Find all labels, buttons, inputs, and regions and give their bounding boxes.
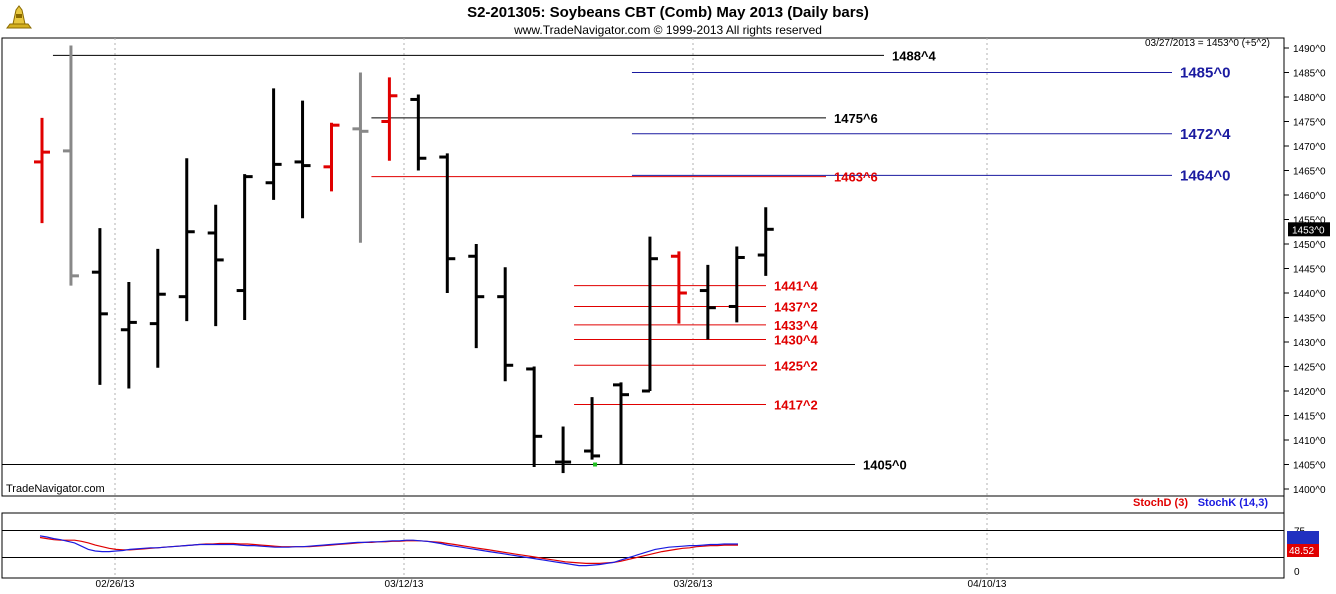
price-tick-label: 1450^0 [1293, 240, 1326, 251]
price-axis: 1400^0 1405^0 1410^0 1415^0 1420^0 1425^0 1430… [1284, 44, 1330, 496]
level-label: 1472^4 [1180, 126, 1231, 143]
stochk-legend: StochK (14,3) [1198, 497, 1269, 509]
date-axis: 02/26/13 03/12/13 03/26/13 04/10/13 [96, 579, 1007, 590]
watermark-text: TradeNavigator.com [6, 483, 105, 495]
level-label: 1417^2 [774, 397, 818, 412]
price-tick-label: 1445^0 [1293, 265, 1326, 276]
last-quote-text: 03/27/2013 = 1453^0 (+5^2) [1145, 38, 1270, 49]
price-tick-label: 1420^0 [1293, 387, 1326, 398]
chart-title: S2-201305: Soybeans CBT (Comb) May 2013 … [467, 4, 869, 21]
level-label: 1475^6 [834, 111, 878, 126]
last-price-box [1288, 222, 1330, 237]
price-tick-label: 1485^0 [1293, 69, 1326, 80]
level-label: 1437^2 [774, 299, 818, 314]
stoch-k-last-box [1287, 531, 1319, 544]
date-tick-label: 03/26/13 [674, 579, 713, 590]
stoch-d-last-box [1287, 544, 1319, 557]
price-tick-label: 1410^0 [1293, 436, 1326, 447]
date-tick-label: 04/10/13 [968, 579, 1007, 590]
price-levels: 1488^4 1485^0 1475^6 1472^4 1464^0 1463^6 1441… [2, 48, 1231, 473]
level-label: 1430^4 [774, 333, 819, 348]
copyright-text: www.TradeNavigator.com © 1999-2013 All r… [513, 23, 822, 37]
level-label: 1425^2 [774, 358, 818, 373]
last-price-label: 1453^0 [1292, 225, 1325, 236]
level-label: 1488^4 [892, 48, 937, 63]
price-tick-label: 1435^0 [1293, 314, 1326, 325]
stochk-line [39, 535, 738, 567]
price-tick-label: 1470^0 [1293, 142, 1326, 153]
price-tick-label: 1460^0 [1293, 191, 1326, 202]
price-tick-label: 1405^0 [1293, 461, 1326, 472]
stochastic-panel: 75048.52 [2, 527, 1319, 578]
price-tick-label: 1480^0 [1293, 93, 1326, 104]
price-panel-border [1, 37, 1285, 497]
price-tick-label: 1490^0 [1293, 44, 1326, 55]
stoch-tick-label: 0 [1294, 567, 1300, 578]
price-tick-label: 1415^0 [1293, 412, 1326, 423]
date-tick-label: 03/12/13 [385, 579, 424, 590]
price-tick-label: 1425^0 [1293, 363, 1326, 374]
level-label: 1463^6 [834, 170, 878, 185]
price-tick-label: 1400^0 [1293, 485, 1326, 496]
level-label: 1485^0 [1180, 65, 1230, 82]
price-tick-label: 1475^0 [1293, 118, 1326, 129]
price-tick-label: 1440^0 [1293, 289, 1326, 300]
level-label: 1433^4 [774, 318, 819, 333]
chart-frame [1, 37, 1285, 579]
stoch-last-label: 48.52 [1289, 546, 1314, 557]
stochd-legend: StochD (3) [1133, 497, 1188, 509]
tradenavigator-logo [6, 5, 32, 29]
price-tick-label: 1455^0 [1293, 216, 1326, 227]
signal-marker [593, 462, 598, 467]
date-tick-label: 02/26/13 [96, 579, 135, 590]
grid-lines [114, 38, 988, 578]
price-tick-label: 1465^0 [1293, 167, 1326, 178]
price-bars [34, 45, 774, 474]
level-label: 1464^0 [1180, 167, 1230, 184]
level-label: 1405^0 [863, 458, 907, 473]
price-tick-label: 1430^0 [1293, 338, 1326, 349]
level-label: 1441^4 [774, 279, 819, 294]
